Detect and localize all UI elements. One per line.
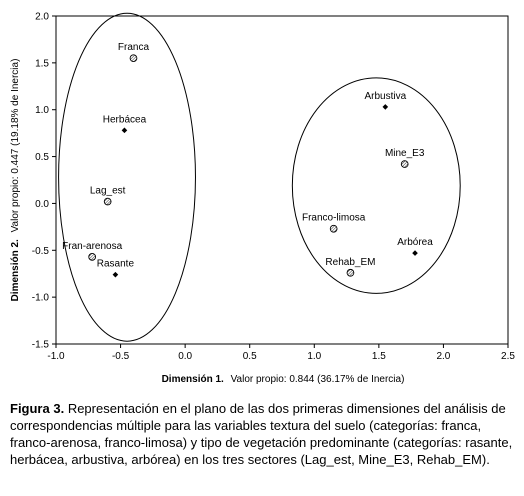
- x-tick-label: 0.0: [178, 351, 192, 362]
- y-tick-label: 1.0: [35, 105, 49, 116]
- point-diamond-marker: [382, 104, 389, 110]
- point-diamond-marker: [412, 250, 418, 256]
- figure-caption: Figura 3. Representación en el plano de …: [10, 400, 515, 468]
- point-circle-marker: [400, 160, 409, 168]
- y-axis-title: Dimensión 2. Valor propio: 0.447 (19.18%…: [10, 59, 21, 302]
- point-circle-marker: [129, 54, 138, 63]
- point-circle-marker: [88, 252, 97, 261]
- y-tick-label: 2.0: [35, 12, 49, 23]
- y-tick-label: -1.0: [32, 293, 50, 304]
- y-tick-label: -0.5: [32, 246, 50, 257]
- point-label: Arbustiva: [364, 91, 406, 102]
- point-circle-marker: [103, 197, 112, 206]
- y-tick-label: 0.0: [35, 199, 49, 210]
- axes-layer: -1.0 -0.5 0.0 0.5 1.0 1.5 2.0 2.5-1.5-1.0-0.50.…: [32, 12, 516, 363]
- group-ellipse: [291, 77, 461, 294]
- x-tick-label: 2.5: [501, 351, 515, 362]
- point-label: Lag_est: [90, 186, 126, 197]
- point-diamond-marker: [121, 127, 128, 134]
- ellipses-layer: [58, 12, 461, 342]
- point-circle-marker: [329, 224, 338, 233]
- x-tick-label: -0.5: [112, 351, 130, 362]
- group-ellipse: [58, 12, 196, 342]
- point-label: Arbórea: [397, 237, 433, 248]
- point-label: Fran-arenosa: [62, 241, 122, 252]
- x-axis-title-bold: Dimensión 1.: [162, 374, 224, 385]
- point-label: Rasante: [97, 259, 135, 270]
- x-tick-label: 0.5: [243, 351, 257, 362]
- x-tick-label: 1.0: [307, 351, 321, 362]
- point-label: Franca: [118, 42, 150, 53]
- caption-text: Representación en el plano de las dos pr…: [10, 401, 513, 467]
- y-axis-title-rest: Valor propio: 0.447 (19.18% de Inercia): [10, 59, 21, 233]
- x-axis-title: Dimensión 1. Valor propio: 0.844 (36.17%…: [162, 374, 405, 385]
- y-tick-label: 1.5: [35, 58, 49, 69]
- x-tick-label: 2.0: [436, 351, 450, 362]
- plot-frame: [55, 15, 509, 345]
- scatter-chart: Franca Herbácea Lag_est Fran-arenosa Rasante…: [10, 12, 516, 386]
- y-axis-title-bold: Dimensión 2.: [10, 239, 21, 301]
- point-label: Rehab_EM: [325, 257, 375, 268]
- y-tick-label: 0.5: [35, 152, 49, 163]
- points-layer: Franca Herbácea Lag_est Fran-arenosa Rasante…: [62, 42, 433, 278]
- point-label: Mine_E3: [385, 148, 425, 159]
- point-label: Franco-limosa: [302, 213, 366, 224]
- x-tick-label: -1.0: [47, 351, 65, 362]
- x-axis-title-rest: Valor propio: 0.844 (36.17% de Inercia): [231, 374, 405, 385]
- caption-figure-label: Figura 3.: [10, 401, 65, 416]
- point-circle-marker: [346, 268, 355, 277]
- point-label: Herbácea: [103, 114, 147, 125]
- y-tick-label: -1.5: [32, 340, 50, 351]
- x-tick-label: 1.5: [372, 351, 386, 362]
- point-diamond-marker: [112, 271, 119, 278]
